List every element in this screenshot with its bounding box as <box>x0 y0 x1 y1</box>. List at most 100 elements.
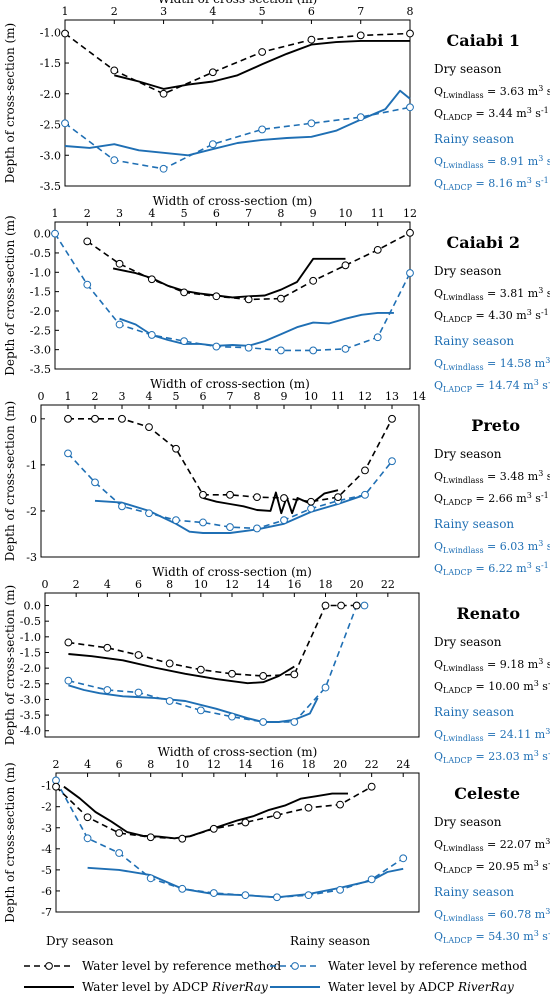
x-tick-label: 2 <box>73 578 80 591</box>
x-tick-label: 14 <box>412 390 426 403</box>
rainy-reference-point <box>399 854 408 863</box>
x-tick-label: 2 <box>53 758 60 771</box>
rainy-reference-point <box>180 337 188 346</box>
dry-reference-point <box>208 68 217 77</box>
y-tick-label: 0.0 <box>24 600 42 613</box>
rainy-reference-point <box>307 119 316 128</box>
x-tick-label: 12 <box>358 390 372 403</box>
dry-reference-point <box>83 237 92 246</box>
dry-reference-point <box>253 493 261 502</box>
dry-reference-point <box>159 89 168 98</box>
rainy-reference-point <box>134 688 143 697</box>
dry-q-windlass: QLwindlass = 9.18 m3 s-1 <box>434 657 550 673</box>
dry-season-label: Dry season <box>434 62 502 76</box>
rainy-q-adcp: QLADCP = 23.03 m3 s-1 <box>434 749 550 765</box>
rainy-reference-line <box>68 604 365 723</box>
y-tick-label: -2.5 <box>20 678 41 691</box>
rainy-reference-point <box>388 457 396 466</box>
x-tick-label: 3 <box>160 5 167 18</box>
dry-reference-point <box>226 490 234 499</box>
rainy-q-windlass: QLwindlass = 60.78 m3 s-1 <box>434 907 550 923</box>
dry-reference-point <box>356 31 365 40</box>
rainy-reference-point <box>172 516 180 525</box>
rainy-reference-point <box>64 449 72 458</box>
y-tick-label: -0.5 <box>20 615 41 628</box>
legend-dry-reference-marker <box>45 962 53 970</box>
rainy-reference-point <box>226 523 234 531</box>
x-axis-label: Width of cross-section (m) <box>158 745 318 759</box>
x-tick-label: 10 <box>338 207 352 220</box>
rainy-season-label: Rainy season <box>434 885 514 899</box>
y-tick-label: -4 <box>41 843 52 856</box>
x-axis-label: Width of cross-section (m) <box>153 194 313 208</box>
dry-reference-point <box>307 35 316 44</box>
rainy-adcp-line <box>119 311 394 347</box>
panel-caiabi-1: 1 2 3 4 5 6 7 8 Width of cross-section (m) -1.0 -1… <box>3 0 550 193</box>
rainy-reference-point <box>309 346 318 355</box>
rainy-reference-point <box>273 893 281 902</box>
dry-reference-point <box>64 414 72 423</box>
y-tick-label: -2.0 <box>30 305 51 318</box>
dry-adcp-line <box>114 39 410 90</box>
dry-adcp-line <box>63 785 348 840</box>
legend: Dry season Rainy season Water level by ref… <box>24 934 528 994</box>
dry-reference-point <box>145 423 153 432</box>
x-axis-label: Width of cross-section (m) <box>150 377 310 391</box>
dry-reference-point <box>134 651 143 659</box>
dry-reference-point <box>103 643 112 652</box>
x-tick-label: 22 <box>365 758 379 771</box>
dry-reference-point <box>406 29 414 38</box>
legend-dry-reference-label: Water level by reference method <box>82 959 282 973</box>
x-tick-label: 8 <box>254 390 261 403</box>
y-tick-label: -6 <box>41 885 52 898</box>
dry-reference-point <box>196 665 205 674</box>
rainy-reference-line <box>64 106 411 170</box>
dry-q-adcp: QLADCP = 20.95 m3 s-1 <box>434 859 550 875</box>
x-tick-label: 4 <box>146 390 153 403</box>
dry-reference-point <box>280 494 288 502</box>
dry-season-label: Dry season <box>434 447 502 461</box>
rainy-reference-point <box>253 524 261 533</box>
dry-reference-point <box>307 497 315 506</box>
rainy-season-label: Rainy season <box>434 334 514 348</box>
dry-reference-point <box>83 813 92 822</box>
y-tick-label: -1.0 <box>20 631 41 644</box>
dry-reference-point <box>406 228 414 237</box>
rainy-reference-point <box>208 140 217 149</box>
dry-reference-point <box>110 66 119 75</box>
dry-reference-point <box>228 669 236 678</box>
rainy-q-adcp: QLADCP = 6.22 m3 s-1 <box>434 561 549 577</box>
rainy-reference-point <box>341 344 350 353</box>
x-tick-label: 11 <box>371 207 385 220</box>
x-tick-label: 11 <box>331 390 345 403</box>
rainy-reference-point <box>304 891 313 900</box>
rainy-q-windlass: QLwindlass = 24.11 m3 s-1 <box>434 727 550 743</box>
dry-reference-point <box>321 601 330 610</box>
dry-reference-line <box>68 417 393 503</box>
x-tick-label: 10 <box>304 390 318 403</box>
y-tick-label: -7 <box>41 906 52 919</box>
y-tick-label: 0.0 <box>34 228 52 241</box>
dry-reference-line <box>64 32 411 95</box>
legend-dry-title: Dry season <box>46 934 114 948</box>
legend-rainy-reference-label: Water level by reference method <box>328 959 528 973</box>
dry-q-windlass: QLwindlass = 3.81 m3 s-1 <box>434 286 550 302</box>
dry-reference-point <box>373 245 382 254</box>
rainy-reference-point <box>118 502 126 511</box>
x-tick-label: 3 <box>116 207 123 220</box>
rainy-q-windlass: QLwindlass = 8.91 m3 s-1 <box>434 154 550 170</box>
dry-q-windlass: QLwindlass = 3.48 m3 s-1 <box>434 469 550 485</box>
x-tick-label: 10 <box>194 578 208 591</box>
rainy-reference-point <box>259 718 268 726</box>
x-tick-label: 12 <box>403 207 417 220</box>
rainy-reference-point <box>64 676 73 685</box>
rainy-reference-point <box>178 884 187 893</box>
x-tick-label: 18 <box>319 578 333 591</box>
y-tick-label: 0 <box>30 413 37 426</box>
y-tick-label: -3 <box>41 822 52 835</box>
rainy-reference-point <box>209 889 218 897</box>
rainy-reference-point <box>360 601 369 610</box>
y-axis-label: Depth of cross-section (m) <box>3 215 17 375</box>
x-tick-label: 7 <box>245 207 252 220</box>
